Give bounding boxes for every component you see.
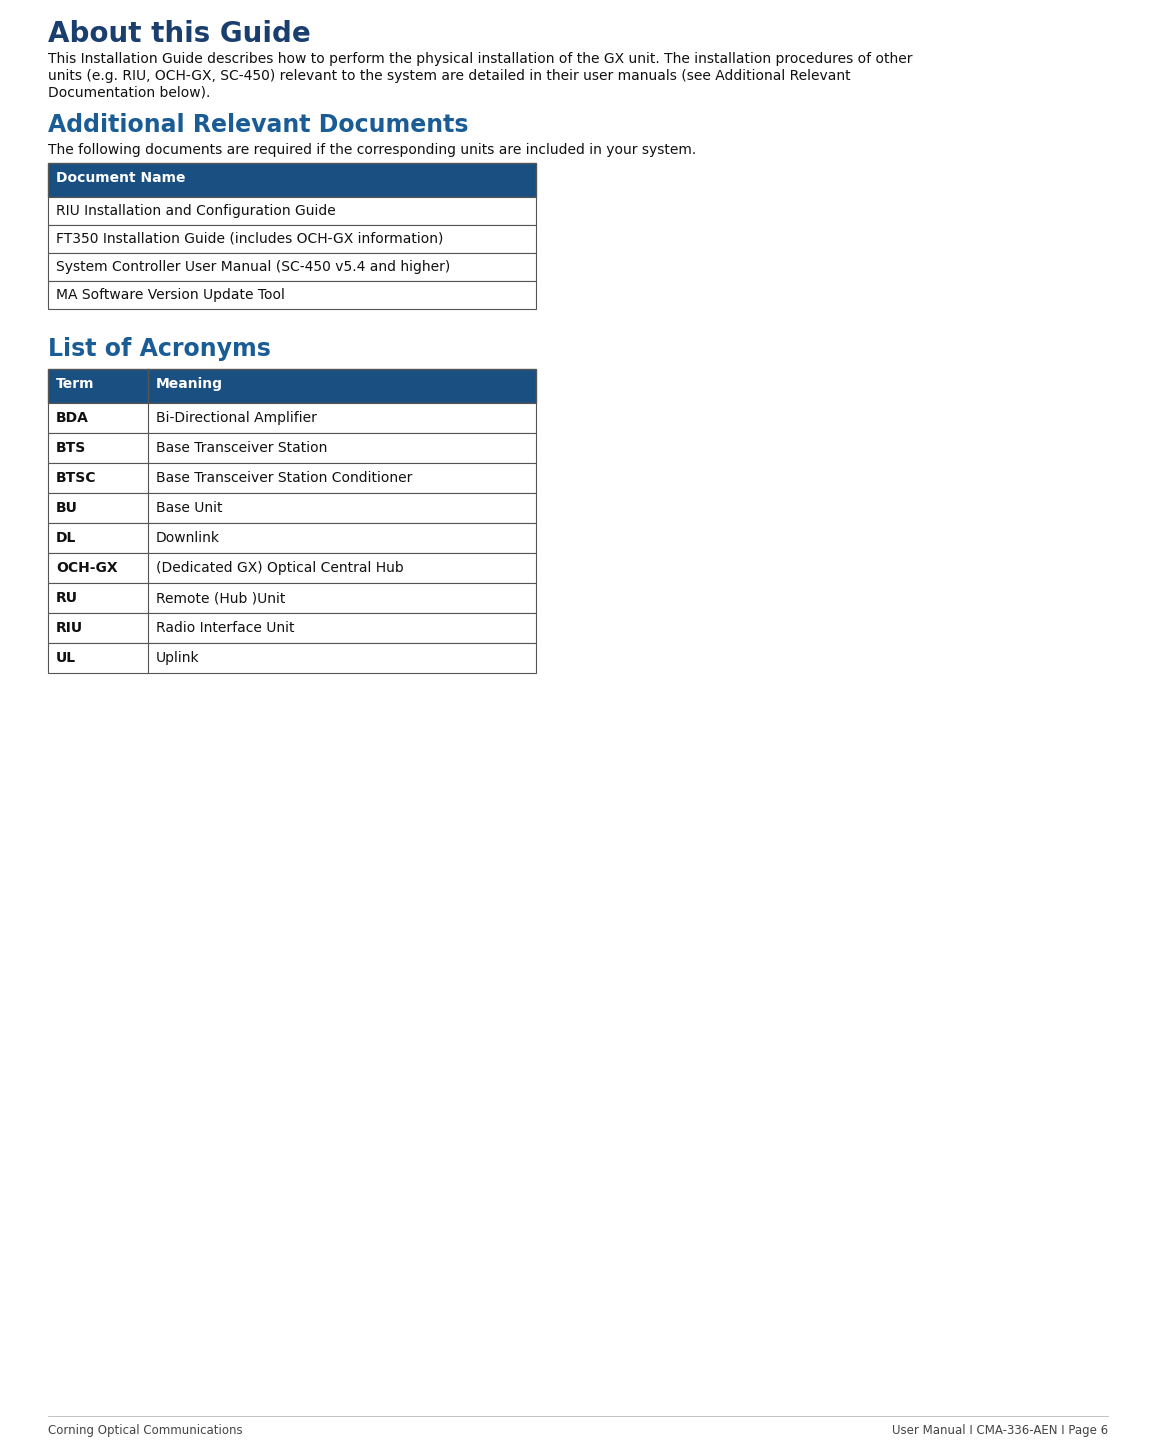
Bar xyxy=(49,404,536,433)
Bar xyxy=(49,613,536,643)
Text: List of Acronyms: List of Acronyms xyxy=(49,337,271,362)
Text: units (e.g. RIU, OCH-GX, SC-450) relevant to the system are detailed in their us: units (e.g. RIU, OCH-GX, SC-450) relevan… xyxy=(49,70,851,83)
Bar xyxy=(49,253,536,282)
Text: BDA: BDA xyxy=(55,411,89,425)
Text: Base Transceiver Station: Base Transceiver Station xyxy=(156,441,327,454)
Text: Document Name: Document Name xyxy=(55,171,185,184)
Text: RIU: RIU xyxy=(55,621,83,635)
Text: RIU Installation and Configuration Guide: RIU Installation and Configuration Guide xyxy=(55,203,335,218)
Bar xyxy=(49,369,536,404)
Text: Uplink: Uplink xyxy=(156,650,200,665)
Bar xyxy=(49,553,536,584)
Text: Remote (Hub )Unit: Remote (Hub )Unit xyxy=(156,591,286,605)
Text: (Dedicated GX) Optical Central Hub: (Dedicated GX) Optical Central Hub xyxy=(156,560,403,575)
Bar xyxy=(49,197,536,225)
Text: Documentation below).: Documentation below). xyxy=(49,86,210,100)
Bar xyxy=(49,584,536,613)
Text: Base Unit: Base Unit xyxy=(156,501,222,515)
Bar xyxy=(49,523,536,553)
Text: Term: Term xyxy=(55,378,95,391)
Text: This Installation Guide describes how to perform the physical installation of th: This Installation Guide describes how to… xyxy=(49,52,912,65)
Text: Radio Interface Unit: Radio Interface Unit xyxy=(156,621,295,635)
Text: BTSC: BTSC xyxy=(55,470,96,485)
Bar xyxy=(49,225,536,253)
Text: Meaning: Meaning xyxy=(156,378,223,391)
Text: Base Transceiver Station Conditioner: Base Transceiver Station Conditioner xyxy=(156,470,413,485)
Text: FT350 Installation Guide (includes OCH-GX information): FT350 Installation Guide (includes OCH-G… xyxy=(55,232,444,245)
Text: OCH-GX: OCH-GX xyxy=(55,560,118,575)
Bar xyxy=(49,163,536,197)
Text: The following documents are required if the corresponding units are included in : The following documents are required if … xyxy=(49,142,696,157)
Bar xyxy=(49,433,536,463)
Text: System Controller User Manual (SC-450 v5.4 and higher): System Controller User Manual (SC-450 v5… xyxy=(55,260,450,274)
Text: Additional Relevant Documents: Additional Relevant Documents xyxy=(49,113,468,136)
Text: BU: BU xyxy=(55,501,77,515)
Bar xyxy=(49,282,536,309)
Text: RU: RU xyxy=(55,591,77,605)
Text: User Manual I CMA-336-AEN I Page 6: User Manual I CMA-336-AEN I Page 6 xyxy=(892,1424,1107,1437)
Text: MA Software Version Update Tool: MA Software Version Update Tool xyxy=(55,287,284,302)
Bar xyxy=(49,643,536,672)
Text: About this Guide: About this Guide xyxy=(49,20,311,48)
Bar xyxy=(49,494,536,523)
Text: Corning Optical Communications: Corning Optical Communications xyxy=(49,1424,243,1437)
Bar xyxy=(49,463,536,494)
Text: DL: DL xyxy=(55,531,76,544)
Text: Bi-Directional Amplifier: Bi-Directional Amplifier xyxy=(156,411,317,425)
Text: UL: UL xyxy=(55,650,76,665)
Text: Downlink: Downlink xyxy=(156,531,220,544)
Text: BTS: BTS xyxy=(55,441,87,454)
